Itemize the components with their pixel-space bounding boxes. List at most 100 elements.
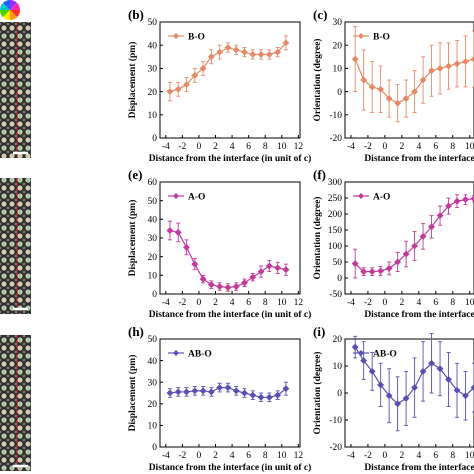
data-point xyxy=(241,48,248,56)
y-tick-label: 30 xyxy=(148,234,158,244)
data-point xyxy=(183,388,190,396)
data-point xyxy=(191,71,199,79)
series-AB-O xyxy=(166,381,290,403)
legend: AB-O xyxy=(168,350,212,360)
x-tick-label: 8 xyxy=(263,451,268,461)
panel-label: (e) xyxy=(128,167,142,182)
y-tick-label: -10 xyxy=(329,111,342,121)
data-point xyxy=(282,385,290,393)
x-axis-label: Distance from the interface xyxy=(364,463,474,473)
y-tick-label: 10 xyxy=(148,111,158,121)
y-tick-label: 50 xyxy=(148,335,158,345)
series-line xyxy=(169,229,287,289)
data-point xyxy=(411,242,419,250)
y-tick-label: 0 xyxy=(337,274,342,284)
legend-marker xyxy=(358,193,364,199)
data-point xyxy=(470,384,474,392)
x-tick-label: 10 xyxy=(465,142,474,152)
y-axis-label: Orientation (degree) xyxy=(312,352,323,435)
data-point xyxy=(241,279,248,287)
x-tick-label: 10 xyxy=(277,142,287,152)
x-tick-label: 12 xyxy=(294,298,304,308)
data-point xyxy=(207,53,215,61)
data-point xyxy=(394,400,402,408)
x-tick-label: -2 xyxy=(178,298,186,308)
legend-marker xyxy=(358,350,364,356)
x-tick-label: 0 xyxy=(383,298,388,308)
chart-f: (f) -50 0 50 100 150 200 250 300 -4 -2 0 2 4 6 8 10 Dista… xyxy=(312,167,474,320)
x-tick-label: 10 xyxy=(465,451,474,461)
data-point xyxy=(394,99,402,107)
x-tick-label: 2 xyxy=(399,451,404,461)
data-point xyxy=(360,76,368,84)
y-tick-label: -50 xyxy=(329,290,342,300)
x-axis-label: Distance from the interface xyxy=(364,154,474,164)
data-point xyxy=(166,389,174,397)
y-tick-label: 60 xyxy=(148,178,158,188)
legend: B-O xyxy=(353,33,390,43)
data-point xyxy=(419,76,427,84)
y-tick-label: 0 xyxy=(152,290,157,300)
data-point xyxy=(419,232,427,240)
y-tick-label: 30 xyxy=(148,65,158,75)
data-point xyxy=(166,88,174,96)
data-point xyxy=(377,85,385,93)
x-axis-label: Distance from the interface (in unit of … xyxy=(149,309,312,320)
data-point xyxy=(445,202,452,210)
y-tick-label: -20 xyxy=(329,134,342,144)
data-point xyxy=(428,67,435,75)
x-tick-label: -2 xyxy=(178,451,186,461)
x-tick-label: 6 xyxy=(433,451,438,461)
data-point xyxy=(274,48,282,56)
data-point xyxy=(282,266,290,274)
x-tick-label: -2 xyxy=(364,298,372,308)
plot-frame xyxy=(344,338,474,448)
y-tick-label: 20 xyxy=(148,400,158,410)
y-tick-label: 50 xyxy=(333,258,343,268)
x-tick-label: -2 xyxy=(364,451,372,461)
data-point xyxy=(199,387,207,395)
y-tick-label: 10 xyxy=(333,362,343,372)
y-tick-label: 10 xyxy=(148,272,158,282)
data-point xyxy=(428,223,435,231)
y-tick-label: 20 xyxy=(148,253,158,263)
data-point xyxy=(174,228,182,236)
y-tick-label: 20 xyxy=(148,88,158,98)
data-point xyxy=(368,83,376,91)
data-point xyxy=(207,281,215,289)
data-point xyxy=(436,64,444,72)
data-point xyxy=(453,197,461,205)
y-tick-label: 0 xyxy=(152,134,157,144)
x-axis-label: Distance from the interface xyxy=(364,310,474,320)
plot-frame xyxy=(344,21,474,139)
data-point xyxy=(257,51,265,58)
y-tick-label: 250 xyxy=(328,194,343,204)
x-tick-label: 4 xyxy=(230,298,235,308)
series-B-O xyxy=(166,35,290,102)
legend-label: A-O xyxy=(373,193,390,203)
data-point xyxy=(377,381,385,389)
y-tick-label: 10 xyxy=(333,65,343,75)
panel-label: (h) xyxy=(128,324,144,339)
displacement-arrows xyxy=(0,178,31,314)
x-tick-label: 12 xyxy=(294,451,304,461)
x-tick-label: 8 xyxy=(263,298,268,308)
y-tick-label: 0 xyxy=(152,443,157,453)
data-point xyxy=(436,212,444,220)
data-point xyxy=(462,196,469,204)
legend-marker xyxy=(173,193,179,199)
data-point xyxy=(232,46,240,54)
x-tick-label: 4 xyxy=(416,298,421,308)
x-tick-label: 2 xyxy=(213,142,218,152)
series-AB-O xyxy=(351,333,474,432)
data-point xyxy=(436,365,444,373)
y-axis-label: Orientation (degree) xyxy=(312,39,323,122)
plot-frame xyxy=(344,181,474,295)
x-tick-label: -4 xyxy=(162,451,170,461)
panel-label: (b) xyxy=(128,7,144,22)
y-tick-label: 0 xyxy=(337,389,342,399)
data-point xyxy=(257,268,265,276)
x-tick-label: -4 xyxy=(347,298,355,308)
